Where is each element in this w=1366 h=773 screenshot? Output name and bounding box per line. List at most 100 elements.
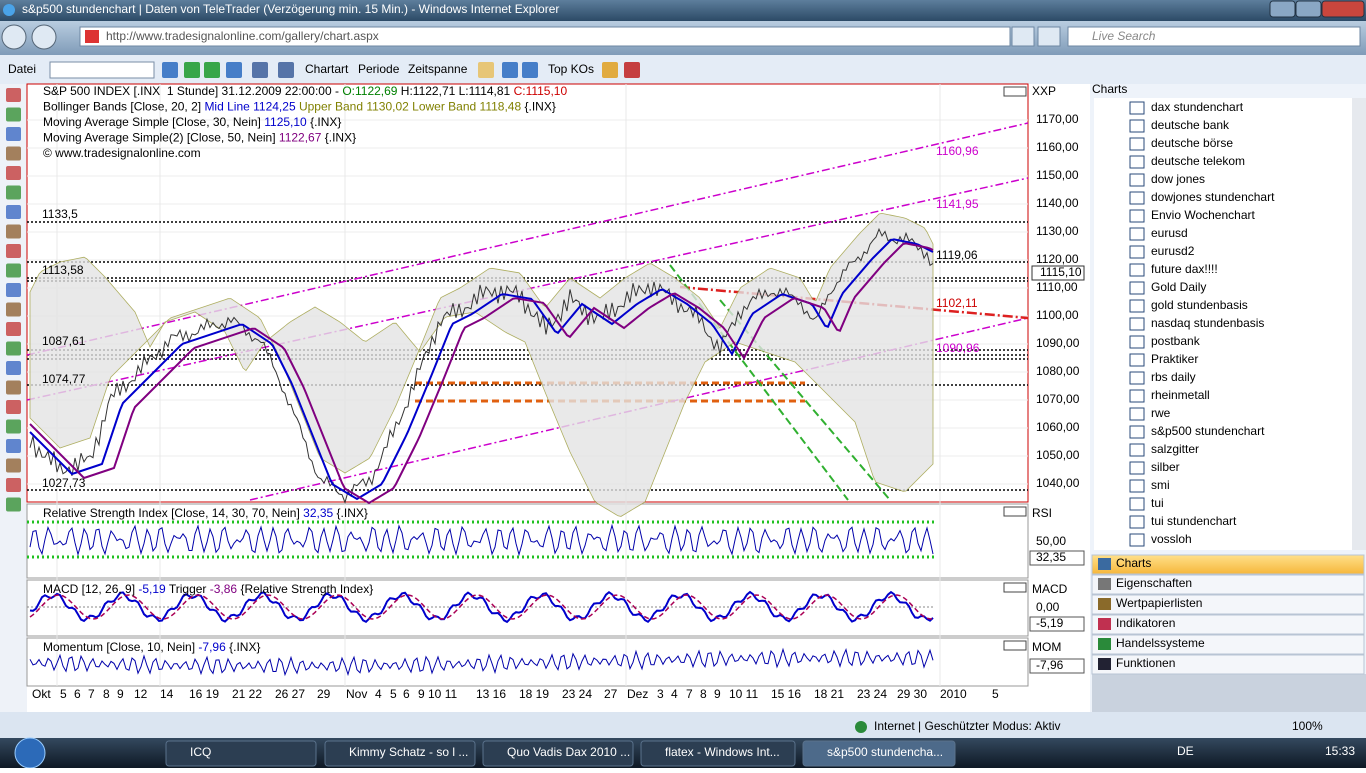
x-axis-label: 4: [671, 687, 678, 701]
drawing-tool[interactable]: [6, 458, 21, 473]
panel-tab[interactable]: [1091, 594, 1365, 615]
chart-item[interactable]: dow jones: [1151, 172, 1205, 186]
drawing-tool[interactable]: [6, 400, 21, 414]
x-axis: [27, 686, 1090, 712]
address-button[interactable]: [1011, 26, 1035, 47]
scrollbar: [1352, 98, 1366, 550]
pane-button[interactable]: [1003, 506, 1027, 517]
pane-button[interactable]: [1003, 86, 1027, 97]
drawing-tool[interactable]: [6, 146, 21, 161]
start-button[interactable]: [14, 737, 46, 769]
chart-item[interactable]: deutsche bank: [1151, 118, 1230, 132]
toolbar-icon[interactable]: [478, 62, 494, 78]
nav-button[interactable]: [1, 24, 27, 50]
address-field[interactable]: [79, 26, 1011, 47]
taskbar-button[interactable]: [165, 740, 317, 767]
panel-tab[interactable]: [1091, 574, 1365, 595]
panel-tab[interactable]: [1091, 614, 1365, 635]
toolbar-icon[interactable]: [624, 62, 640, 78]
chart-item[interactable]: Praktiker: [1151, 352, 1198, 366]
drawing-tool[interactable]: [6, 380, 21, 395]
toolbar-icon[interactable]: [602, 62, 618, 78]
x-axis-label: Dez: [627, 687, 648, 701]
drawing-tool[interactable]: [6, 478, 21, 492]
drawing-tool[interactable]: [6, 497, 21, 512]
chart-icon: [1129, 389, 1145, 403]
chart-icon: [1129, 119, 1145, 133]
chart-item[interactable]: eurusd2: [1151, 244, 1195, 258]
axis-label: 0,00: [1036, 600, 1060, 614]
taskbar-button[interactable]: [640, 740, 796, 767]
drawing-tool[interactable]: [6, 107, 21, 122]
pane-button[interactable]: [1003, 582, 1027, 593]
chart-item[interactable]: salzgitter: [1151, 442, 1199, 456]
panel-tab[interactable]: [1091, 634, 1365, 655]
axis-label: 1100,00: [1036, 308, 1079, 322]
drawing-tool[interactable]: [6, 341, 21, 356]
symbol-input[interactable]: [49, 61, 155, 79]
chart-icon: [1129, 227, 1145, 241]
drawing-tool[interactable]: [6, 244, 21, 258]
drawing-tool[interactable]: [6, 166, 21, 180]
toolbar-icon[interactable]: [278, 62, 294, 78]
window-button[interactable]: [1321, 0, 1365, 18]
toolbar-icon[interactable]: [162, 62, 178, 78]
chart-item[interactable]: tui stundenchart: [1151, 514, 1237, 528]
chart-item[interactable]: rheinmetall: [1151, 388, 1210, 402]
chart-item[interactable]: silber: [1151, 460, 1180, 474]
pane-button[interactable]: [1003, 640, 1027, 651]
drawing-tool[interactable]: [6, 205, 21, 219]
chart-item[interactable]: Envio Wochenchart: [1151, 208, 1256, 222]
taskbar-button[interactable]: [802, 740, 956, 767]
header-segment: -5,19: [138, 582, 166, 596]
drawing-tool[interactable]: [6, 127, 21, 141]
chart-item[interactable]: future dax!!!!: [1151, 262, 1218, 276]
drawing-tool[interactable]: [6, 322, 21, 336]
chart-item[interactable]: eurusd: [1151, 226, 1188, 240]
x-axis-label: 5: [390, 687, 397, 701]
drawing-tool[interactable]: [6, 283, 21, 297]
chart-icon: [1129, 497, 1145, 511]
drawing-tool[interactable]: [6, 439, 21, 453]
chart-item[interactable]: nasdaq stundenbasis: [1151, 316, 1264, 330]
chart-item[interactable]: dowjones stundenchart: [1151, 190, 1275, 204]
address-button[interactable]: [1037, 26, 1061, 47]
chart-item[interactable]: dax stundenchart: [1151, 100, 1244, 114]
drawing-tool[interactable]: [6, 224, 21, 239]
drawing-tool[interactable]: [6, 263, 21, 278]
window-button[interactable]: [1295, 0, 1322, 18]
chart-item[interactable]: rbs daily: [1151, 370, 1196, 384]
drawing-tool[interactable]: [6, 302, 21, 317]
x-axis-label: 5: [60, 687, 67, 701]
chart-item[interactable]: rwe: [1151, 406, 1171, 420]
panel-tab[interactable]: [1091, 554, 1365, 575]
chart-item[interactable]: deutsche börse: [1151, 136, 1233, 150]
channel-line: [26, 122, 1029, 356]
toolbar-icon[interactable]: [502, 62, 518, 78]
toolbar-icon[interactable]: [226, 62, 242, 78]
chart-item[interactable]: smi: [1151, 478, 1170, 492]
chart-item[interactable]: deutsche telekom: [1151, 154, 1245, 168]
chart-item[interactable]: Gold Daily: [1151, 280, 1206, 294]
toolbar-icon[interactable]: [252, 62, 268, 78]
chart-item[interactable]: s&p500 stundenchart: [1151, 424, 1265, 438]
menu-file[interactable]: Datei: [8, 62, 36, 76]
chart-item[interactable]: tui: [1151, 496, 1164, 510]
header-segment: C:1115,10: [514, 84, 568, 98]
search-field[interactable]: [1067, 26, 1361, 47]
nav-button[interactable]: [31, 24, 57, 50]
toolbar-icon[interactable]: [204, 62, 220, 78]
toolbar-icon[interactable]: [522, 62, 538, 78]
chart-item[interactable]: vossloh: [1151, 532, 1192, 546]
taskbar-button[interactable]: [482, 740, 634, 767]
toolbar-icon[interactable]: [184, 62, 200, 78]
chart-item[interactable]: gold stundenbasis: [1151, 298, 1248, 312]
drawing-tool[interactable]: [6, 419, 21, 434]
chart-item[interactable]: postbank: [1151, 334, 1201, 348]
drawing-tool[interactable]: [6, 88, 21, 102]
taskbar-button[interactable]: [324, 740, 476, 767]
window-button[interactable]: [1269, 0, 1296, 18]
panel-tab[interactable]: [1091, 654, 1365, 675]
drawing-tool[interactable]: [6, 185, 21, 200]
drawing-tool[interactable]: [6, 361, 21, 375]
